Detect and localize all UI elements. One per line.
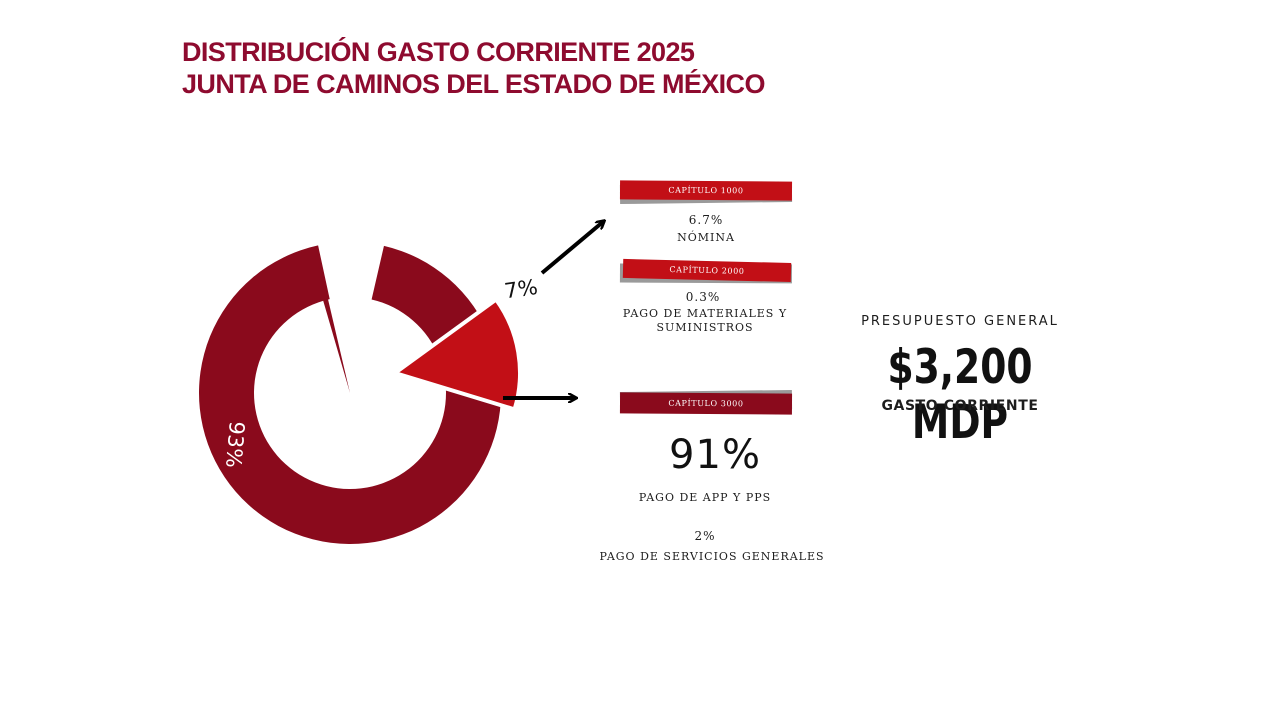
badge-cap3000: CAPÍTULO 3000: [619, 389, 793, 415]
cap2000-label-2: SUMINISTROS: [656, 321, 754, 334]
title-line-2: JUNTA DE CAMINOS DEL ESTADO DE MÉXICO: [182, 69, 765, 99]
cap2000-label-1: PAGO DE MATERIALES Y: [622, 307, 788, 320]
badge-cap1000-label: CAPÍTULO 1000: [619, 180, 793, 201]
cap1000-pct: 6.7%: [688, 213, 724, 227]
badge-cap2000: CAPÍTULO 2000: [619, 258, 795, 284]
slice-93: [199, 245, 502, 544]
cap3000-label2: PAGO DE SERVICIOS GENERALES: [599, 550, 825, 563]
slice-93-pointer: [322, 297, 350, 393]
slice-label-7: 7%: [503, 275, 539, 303]
page-title: DISTRIBUCIÓN GASTO CORRIENTE 2025 JUNTA …: [182, 36, 765, 100]
budget-amount: $3,200 MDP: [887, 340, 1033, 450]
cap2000-pct: 0.3%: [685, 290, 721, 304]
title-line-1: DISTRIBUCIÓN GASTO CORRIENTE 2025: [182, 37, 695, 67]
slice-7: [390, 296, 522, 412]
badge-cap3000-label: CAPÍTULO 3000: [619, 392, 793, 415]
cap1000-label: NÓMINA: [677, 231, 735, 244]
cap3000-label: PAGO DE APP Y PPS: [638, 491, 772, 504]
badge-cap1000: CAPÍTULO 1000: [619, 180, 793, 205]
cap3000-pct: 91%: [669, 432, 761, 478]
arrow-to-cap1000: [540, 221, 604, 275]
budget-heading: PRESUPUESTO GENERAL: [861, 314, 1059, 329]
cap3000-pct2: 2%: [694, 529, 716, 543]
budget-subtitle: GASTO CORRIENTE: [881, 398, 1039, 414]
badge-cap2000-label: CAPÍTULO 2000: [622, 258, 792, 283]
slice-label-93: 93%: [221, 420, 249, 469]
